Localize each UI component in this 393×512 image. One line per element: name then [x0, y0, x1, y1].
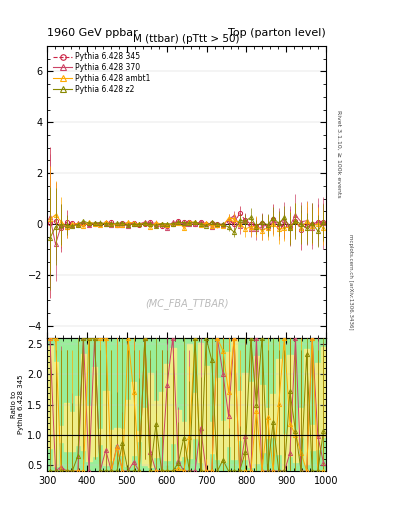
Text: (MC_FBA_TTBAR): (MC_FBA_TTBAR)	[145, 297, 228, 309]
Y-axis label: Ratio to
Pythia 6.428 345: Ratio to Pythia 6.428 345	[11, 375, 24, 434]
Text: 1960 GeV ppbar: 1960 GeV ppbar	[47, 28, 138, 38]
Legend: Pythia 6.428 345, Pythia 6.428 370, Pythia 6.428 ambt1, Pythia 6.428 z2: Pythia 6.428 345, Pythia 6.428 370, Pyth…	[51, 50, 153, 96]
Text: mcplots.cern.ch [arXiv:1306.3436]: mcplots.cern.ch [arXiv:1306.3436]	[348, 234, 353, 329]
Text: Rivet 3.1.10, ≥ 100k events: Rivet 3.1.10, ≥ 100k events	[336, 110, 341, 198]
Title: M (ttbar) (pTtt > 50): M (ttbar) (pTtt > 50)	[134, 34, 240, 44]
Text: Top (parton level): Top (parton level)	[228, 28, 326, 38]
